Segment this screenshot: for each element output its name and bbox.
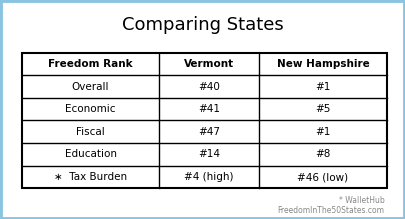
Text: Fiscal: Fiscal (76, 127, 105, 137)
Text: #14: #14 (198, 149, 220, 159)
Text: #8: #8 (315, 149, 330, 159)
Text: #41: #41 (198, 104, 220, 114)
Text: New Hampshire: New Hampshire (277, 59, 369, 69)
Text: FreedomInThe50States.com: FreedomInThe50States.com (278, 206, 385, 215)
Text: Economic: Economic (65, 104, 116, 114)
Text: ∗  Tax Burden: ∗ Tax Burden (54, 172, 127, 182)
Text: * WalletHub: * WalletHub (339, 196, 385, 205)
Text: #40: #40 (198, 81, 220, 92)
Bar (22, 53, 387, 188)
Text: #47: #47 (198, 127, 220, 137)
Text: Comparing States: Comparing States (122, 16, 284, 34)
Text: #4 (high): #4 (high) (184, 172, 234, 182)
Text: Vermont: Vermont (184, 59, 234, 69)
Text: Freedom Rank: Freedom Rank (48, 59, 133, 69)
Text: Overall: Overall (72, 81, 109, 92)
Text: Education: Education (65, 149, 117, 159)
Text: #5: #5 (315, 104, 330, 114)
Text: #1: #1 (315, 127, 330, 137)
Text: #46 (low): #46 (low) (297, 172, 349, 182)
Text: #1: #1 (315, 81, 330, 92)
